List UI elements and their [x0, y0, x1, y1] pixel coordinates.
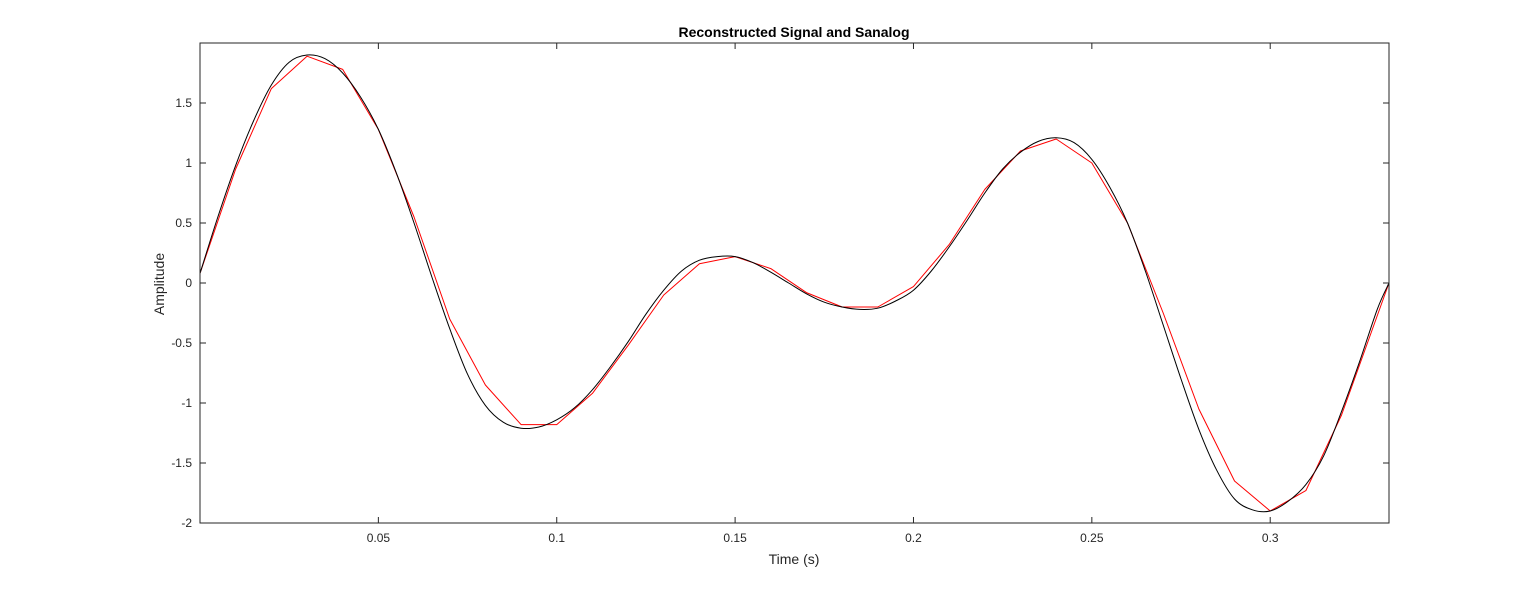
y-tick-label: -1: [181, 396, 192, 410]
x-tick-label: 0.25: [1080, 531, 1104, 545]
y-tick-label: 1: [185, 156, 192, 170]
series-layer: [199, 54, 1390, 513]
y-tick-label: -1.5: [171, 456, 192, 470]
y-tick-label: 1.5: [175, 96, 192, 110]
y-tick-label: -0.5: [171, 336, 192, 350]
plot-area: [200, 43, 1389, 523]
y-tick-label: 0.5: [175, 216, 192, 230]
x-axis-label: Time (s): [769, 551, 820, 567]
x-tick-label: 0.1: [548, 531, 565, 545]
x-tick-label: 0.2: [905, 531, 922, 545]
x-tick-label: 0.3: [1262, 531, 1279, 545]
ticks-layer: 0.05 0.1 0.15 0.2 0.25 0.3 -2 -1.5 -1 -0.5 0 0.5 1 1.…: [171, 43, 1389, 545]
series-line-analog: [199, 54, 1390, 513]
y-tick-label: -2: [181, 516, 192, 530]
chart-title: Reconstructed Signal and Sanalog: [678, 24, 909, 40]
x-tick-label: 0.05: [367, 531, 391, 545]
x-tick-label: 0.15: [723, 531, 747, 545]
y-tick-label: 0: [185, 276, 192, 290]
y-axis-label: Amplitude: [151, 253, 167, 315]
